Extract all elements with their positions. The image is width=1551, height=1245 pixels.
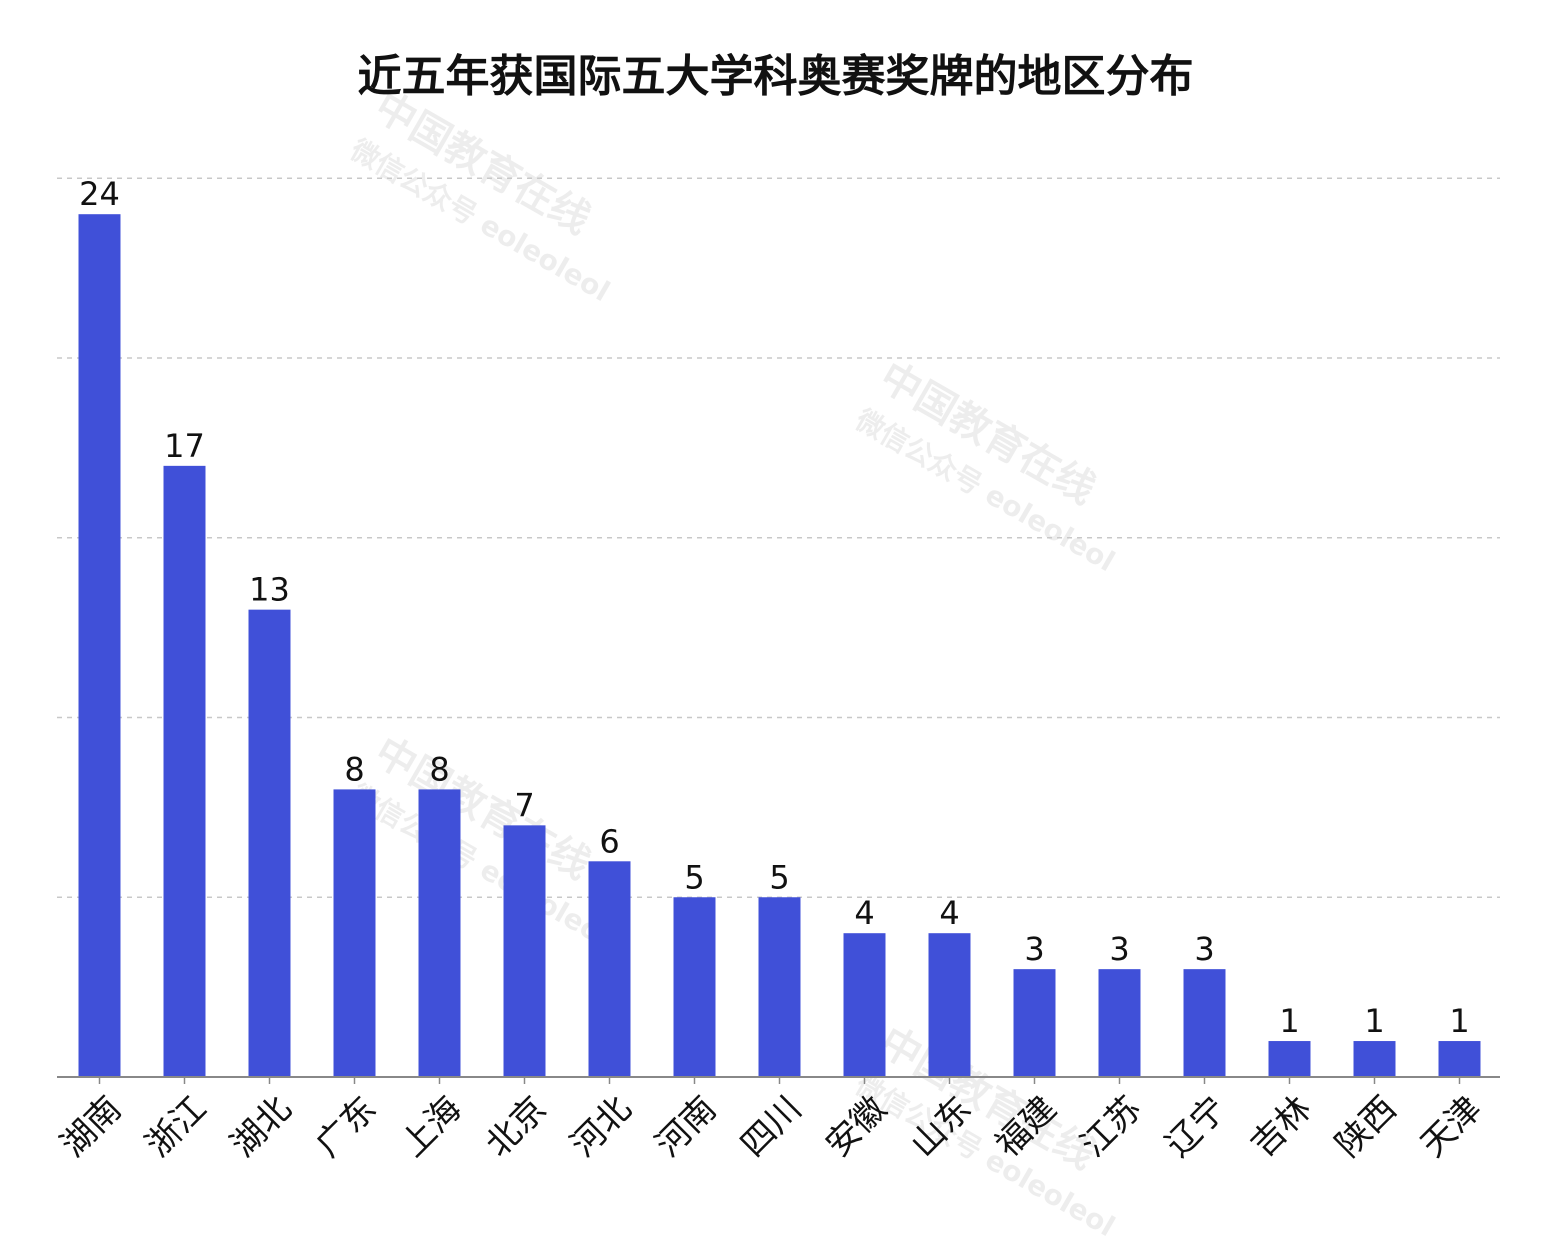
x-tick-label-12: 江苏: [1073, 1089, 1149, 1165]
bar-chart: 24 17 13 8 8 7 6 5 5 4 4 3 3 3 1 1 1 湖南 浙江 湖北 广东 上海 北京 河北 河南 四川安…: [53, 175, 1500, 1165]
x-tick-label-6: 河北: [563, 1089, 639, 1165]
x-axis-tick-labels: 湖南 浙江 湖北 广东 上海 北京 河北 河南 四川 安徽 山东 福建 江苏 辽宁 吉林 陕西 天津: [53, 1089, 1489, 1165]
data-label-15: 1: [1364, 1002, 1384, 1040]
bar-2: [248, 609, 291, 1077]
bar-13: [1183, 969, 1226, 1077]
bar-11: [1013, 969, 1056, 1077]
x-tick-label-10: 山东: [903, 1089, 979, 1165]
bar-15: [1353, 1041, 1396, 1077]
bar-6: [588, 861, 631, 1077]
data-label-14: 1: [1279, 1002, 1299, 1040]
data-label-4: 8: [429, 750, 449, 788]
x-tick-label-8: 四川: [733, 1089, 809, 1165]
x-tick-label-5: 北京: [478, 1089, 554, 1165]
data-label-8: 5: [769, 858, 789, 896]
data-label-5: 7: [514, 786, 534, 824]
data-label-3: 8: [344, 750, 364, 788]
bar-12: [1098, 969, 1141, 1077]
data-label-2: 13: [249, 571, 290, 609]
bar-7: [673, 897, 716, 1077]
data-label-1: 17: [164, 427, 205, 465]
x-tick-label-14: 吉林: [1243, 1089, 1319, 1165]
data-label-16: 1: [1449, 1002, 1469, 1040]
chart-title: 近五年获国际五大学科奥赛奖牌的地区分布: [357, 51, 1194, 102]
x-tick-label-16: 天津: [1413, 1089, 1489, 1165]
bar-14: [1268, 1041, 1311, 1077]
gridlines: [57, 177, 1500, 898]
data-label-6: 6: [599, 822, 619, 860]
data-label-11: 3: [1024, 930, 1044, 968]
data-labels: 24 17 13 8 8 7 6 5 5 4 4 3 3 3 1 1 1: [79, 175, 1470, 1040]
bar-0: [78, 214, 121, 1077]
bar-8: [758, 897, 801, 1077]
x-tick-label-0: 湖南: [53, 1089, 129, 1165]
x-tick-label-15: 陕西: [1328, 1089, 1404, 1165]
data-label-9: 4: [854, 894, 874, 932]
data-label-0: 24: [79, 175, 120, 213]
data-label-7: 5: [684, 858, 704, 896]
bar-5: [503, 825, 546, 1077]
x-tick-label-2: 湖北: [223, 1089, 299, 1165]
data-label-13: 3: [1194, 930, 1214, 968]
bar-1: [163, 465, 206, 1078]
data-label-12: 3: [1109, 930, 1129, 968]
x-tick-label-7: 河南: [648, 1089, 724, 1165]
x-tick-label-9: 安徽: [818, 1089, 894, 1165]
data-label-10: 4: [939, 894, 959, 932]
x-axis-ticks: [98, 1077, 1461, 1084]
bars: [78, 214, 1481, 1078]
x-tick-label-1: 浙江: [138, 1089, 214, 1165]
bar-10: [928, 933, 971, 1077]
x-tick-label-11: 福建: [988, 1089, 1064, 1165]
bar-16: [1438, 1041, 1481, 1077]
x-tick-label-4: 上海: [393, 1089, 469, 1165]
bar-9: [843, 933, 886, 1077]
x-tick-label-13: 辽宁: [1158, 1089, 1234, 1165]
bar-4: [418, 789, 461, 1077]
bar-3: [333, 789, 376, 1077]
x-tick-label-3: 广东: [308, 1089, 384, 1165]
